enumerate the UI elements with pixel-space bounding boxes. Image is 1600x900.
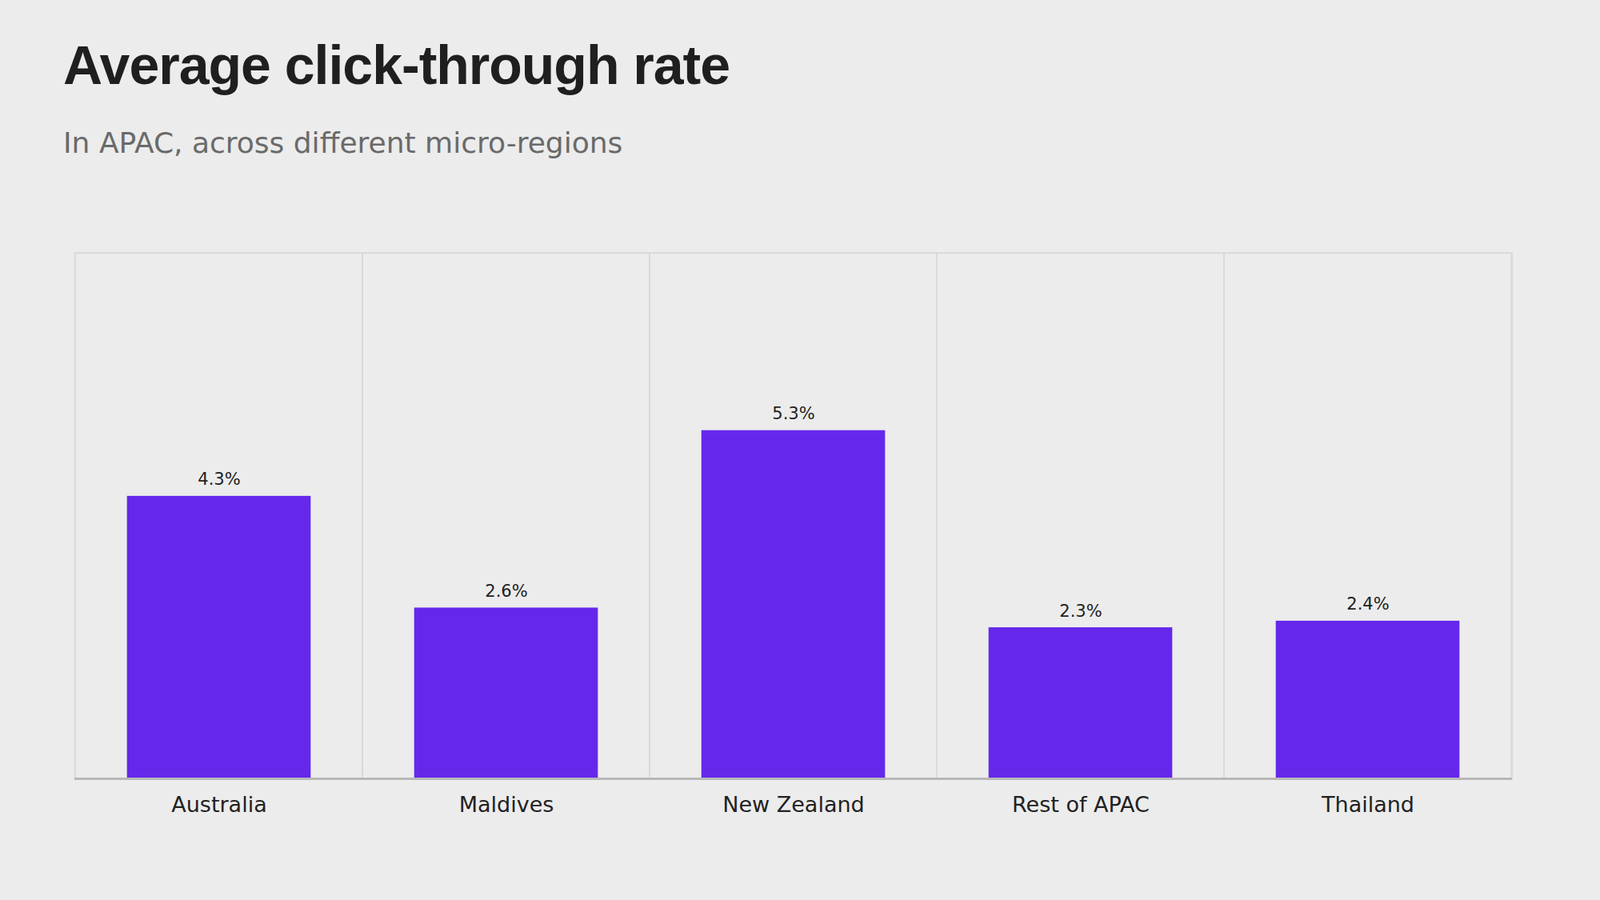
svg-text:2.4%: 2.4% <box>1346 594 1389 614</box>
svg-text:Thailand: Thailand <box>1320 792 1415 817</box>
svg-text:2.3%: 2.3% <box>1059 601 1102 621</box>
svg-text:2.6%: 2.6% <box>484 581 528 601</box>
html-text:In APAC, across different micr: In APAC, across different micro-regions <box>63 126 623 160</box>
svg-text:Rest of APAC: Rest of APAC <box>1012 792 1150 817</box>
svg-text:Australia: Australia <box>171 792 267 817</box>
svg-text:4.3%: 4.3% <box>197 469 240 489</box>
svg-text:New Zealand: New Zealand <box>722 792 864 817</box>
svg-text:5.3%: 5.3% <box>772 404 815 424</box>
svg-text:Maldives: Maldives <box>459 792 555 817</box>
html-text:Average click-through rate: Average click-through rate <box>63 34 730 96</box>
